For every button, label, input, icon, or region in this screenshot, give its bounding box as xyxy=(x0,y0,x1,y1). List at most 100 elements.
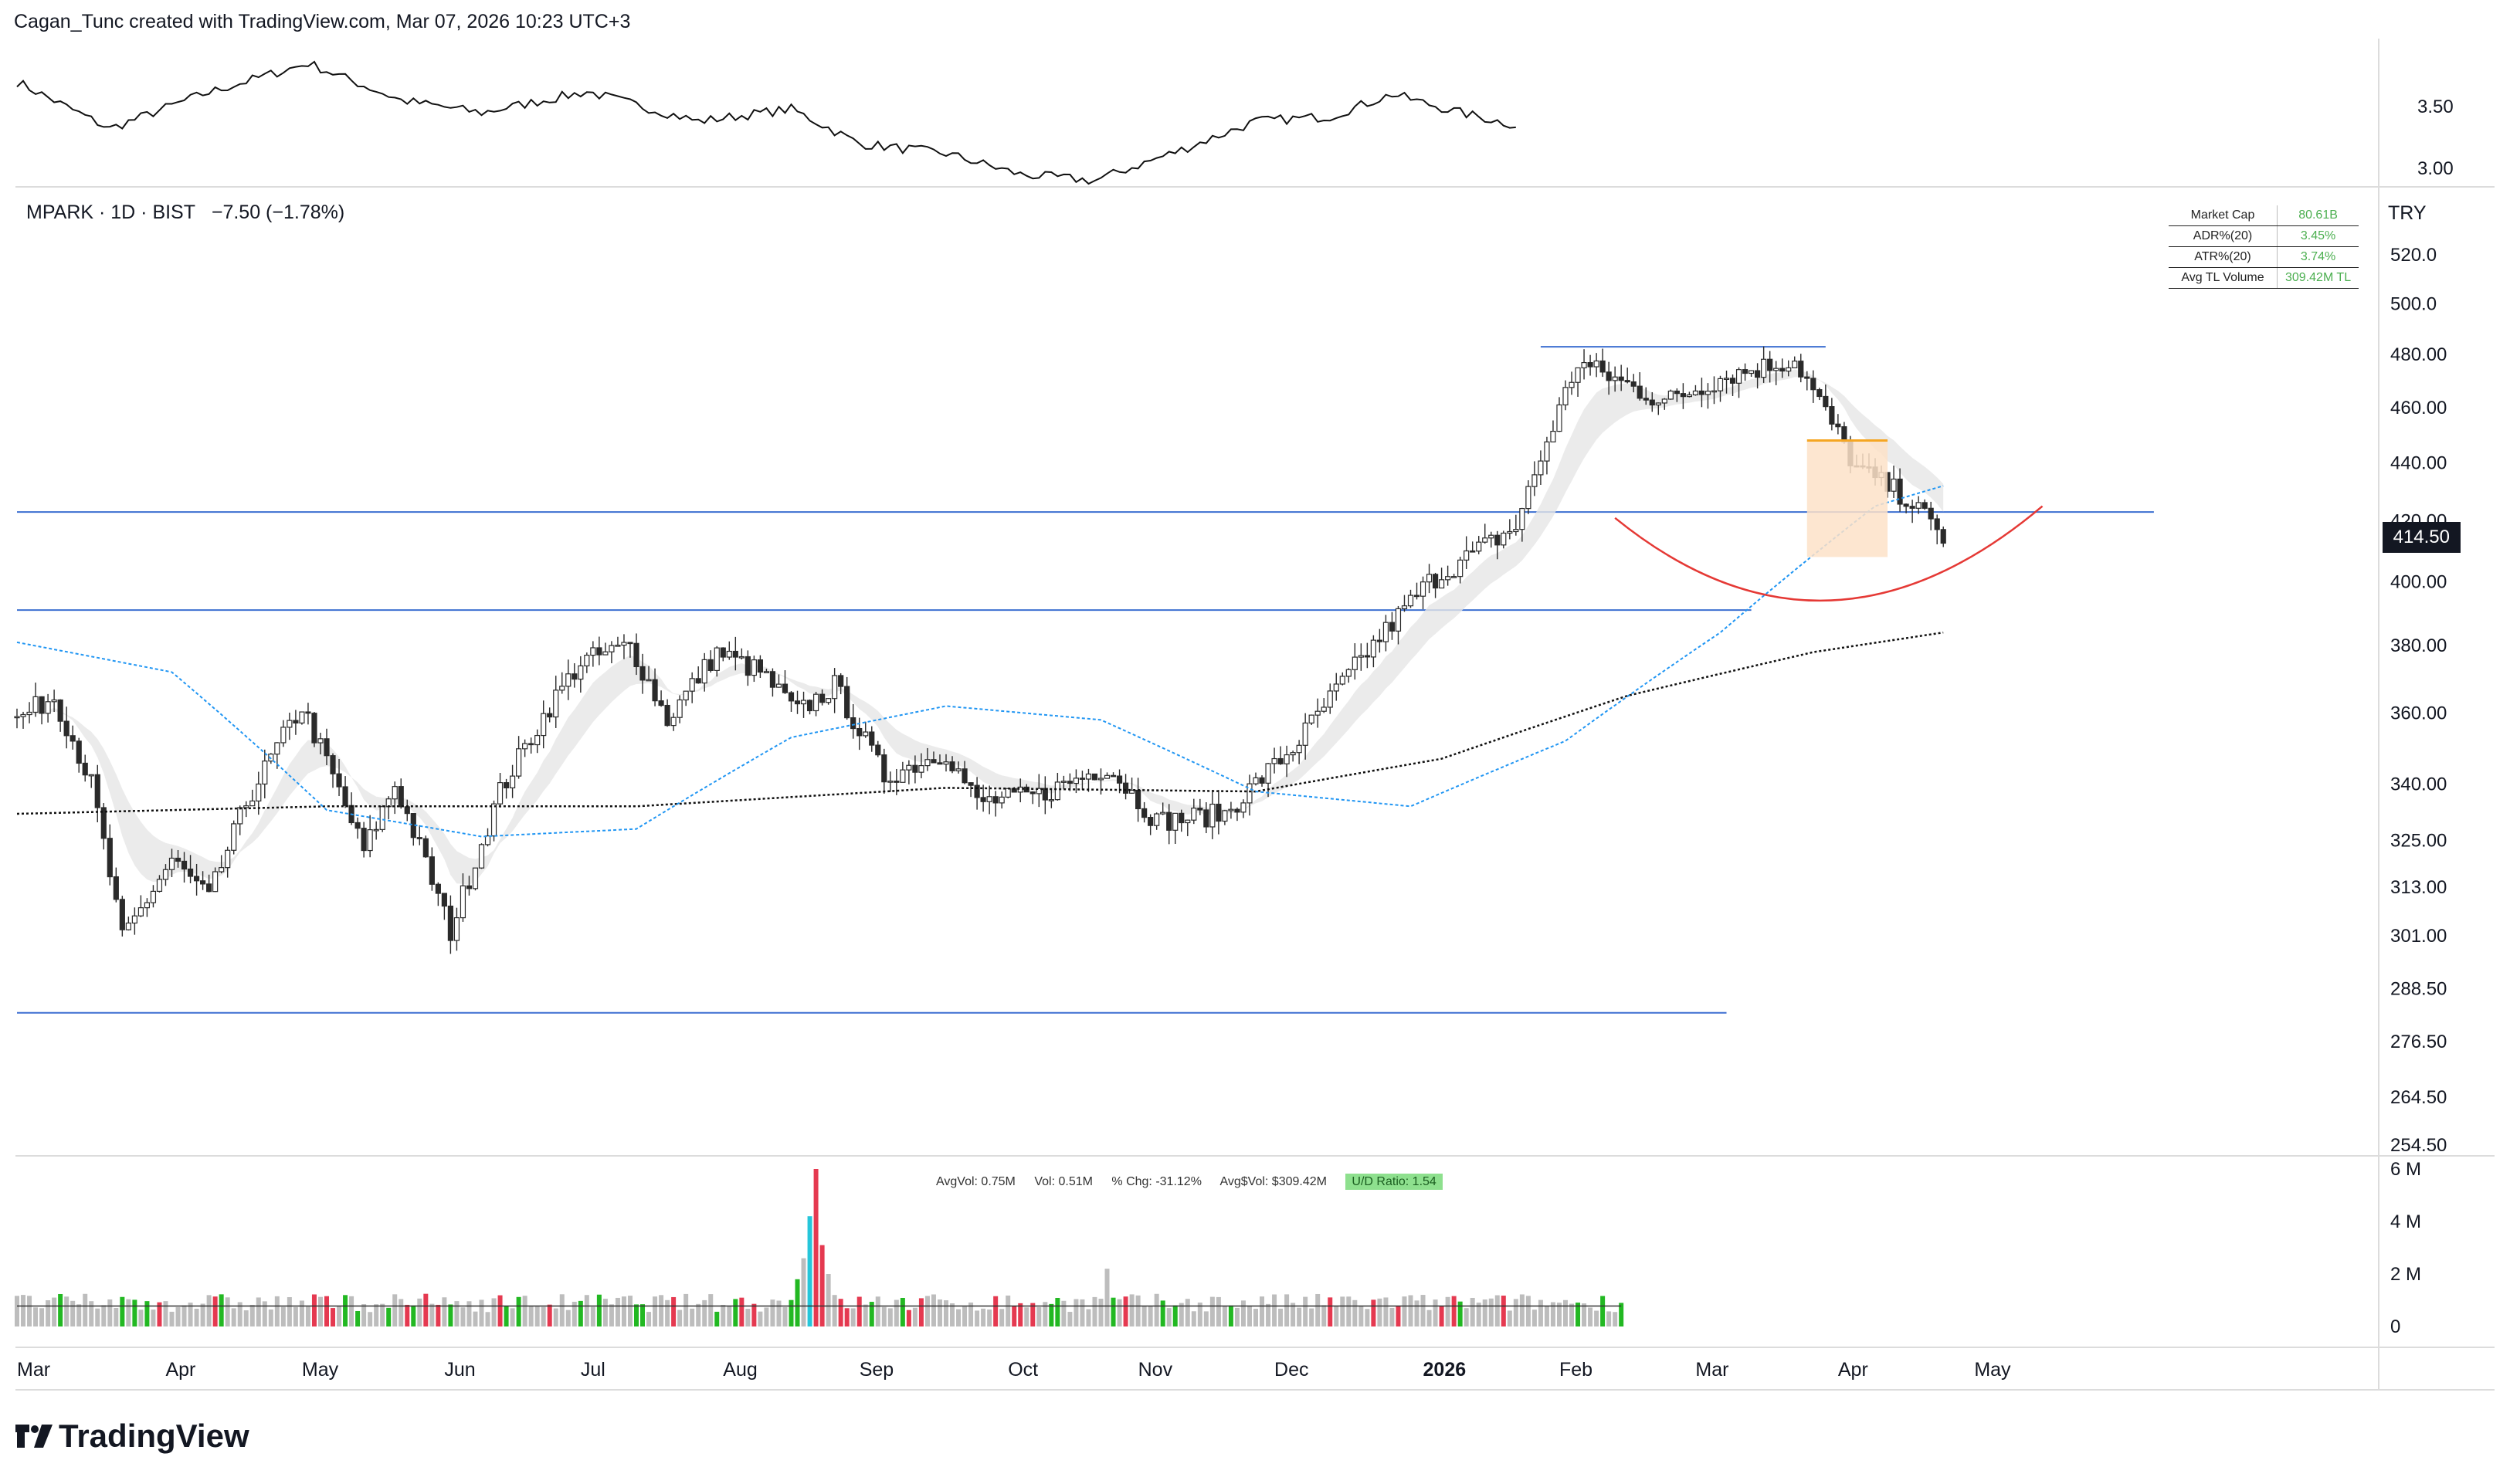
candle-body xyxy=(1531,474,1538,487)
candle-body xyxy=(181,860,188,870)
volume-tick-label: 0 xyxy=(2390,1316,2400,1337)
candle-body xyxy=(1606,371,1612,381)
candle-body xyxy=(1253,777,1259,784)
volume-bar xyxy=(1240,1300,1246,1326)
currency-label[interactable]: TRY xyxy=(2388,202,2427,224)
panel-borders xyxy=(15,39,2495,1391)
volume-bar xyxy=(243,1310,249,1326)
candle-body xyxy=(472,867,479,889)
candle xyxy=(584,652,590,673)
price-tick-label: 325.00 xyxy=(2390,830,2447,851)
candle-body xyxy=(14,716,20,719)
candle-body xyxy=(639,666,646,681)
volume-bar xyxy=(875,1296,880,1326)
volume-bar xyxy=(931,1294,936,1326)
candle xyxy=(1339,672,1345,686)
candle xyxy=(1160,802,1166,815)
candle-body xyxy=(1779,368,1786,372)
candle-body xyxy=(652,679,658,702)
candle xyxy=(1711,376,1718,405)
candle xyxy=(280,720,287,747)
volume-bar xyxy=(1576,1303,1581,1326)
candle-body xyxy=(1247,783,1253,804)
candle-body xyxy=(1686,394,1692,398)
volume-bar xyxy=(206,1295,212,1326)
volume-bar xyxy=(671,1296,677,1326)
candle-body xyxy=(453,916,460,941)
volume-bar xyxy=(1154,1293,1159,1326)
candle xyxy=(1804,371,1810,391)
candle xyxy=(881,748,887,795)
volume-bar xyxy=(1074,1299,1079,1326)
candle-body xyxy=(751,659,757,676)
candle-body xyxy=(1216,803,1222,822)
candle xyxy=(57,699,63,732)
candle xyxy=(1073,769,1080,794)
candle xyxy=(1352,643,1358,680)
x-tick-label: 2026 xyxy=(1423,1359,1467,1381)
candle xyxy=(633,633,639,676)
candle-body xyxy=(379,806,385,830)
candle-body xyxy=(1612,376,1618,381)
candle xyxy=(137,895,144,917)
volume-bar xyxy=(1278,1308,1284,1326)
candle xyxy=(1735,367,1742,398)
volume-bar xyxy=(696,1303,701,1326)
volume-bar xyxy=(225,1297,230,1326)
candle xyxy=(757,655,764,679)
candle-body xyxy=(1717,378,1724,391)
candle xyxy=(1513,514,1519,536)
candle-body xyxy=(107,838,113,878)
volume-bar xyxy=(114,1307,119,1326)
volume-bar xyxy=(287,1297,292,1326)
candle-body xyxy=(1029,791,1036,795)
candle-body xyxy=(1067,781,1074,784)
volume-bar xyxy=(801,1258,806,1326)
volume-bar xyxy=(739,1297,745,1326)
tradingview-logo[interactable]: TradingView xyxy=(15,1418,249,1455)
candle-body xyxy=(1804,376,1810,379)
volume-bar xyxy=(120,1296,125,1326)
candle xyxy=(547,707,553,723)
candle xyxy=(714,645,720,677)
stats-row: Avg TL Volume 309.42M TL xyxy=(2169,267,2359,289)
candle-body xyxy=(219,867,225,872)
candle xyxy=(1457,557,1464,584)
volume-bar xyxy=(559,1294,565,1326)
sma-50-line xyxy=(16,485,1944,838)
candle-body xyxy=(1674,390,1680,395)
candle xyxy=(1122,774,1129,800)
candle xyxy=(999,791,1005,809)
volume-bar xyxy=(894,1299,899,1326)
candle-body xyxy=(1036,788,1042,795)
candle-body xyxy=(1327,690,1333,708)
candle xyxy=(1091,773,1098,781)
candle-body xyxy=(881,754,887,783)
candle xyxy=(1692,385,1699,396)
candle xyxy=(1550,420,1556,442)
candle xyxy=(1618,364,1624,391)
volume-bar xyxy=(764,1307,769,1326)
volume-bar xyxy=(317,1296,323,1326)
volume-tick-label: 4 M xyxy=(2390,1211,2421,1232)
candle-body xyxy=(1104,774,1111,779)
candle-body xyxy=(299,711,305,723)
oscillator-tick-label: 3.00 xyxy=(2417,158,2454,179)
candle-body xyxy=(20,713,26,717)
volume-bar xyxy=(1092,1296,1097,1326)
candle xyxy=(1562,380,1569,411)
price-tick-label: 264.50 xyxy=(2390,1087,2447,1108)
volume-bar xyxy=(368,1312,373,1326)
candle xyxy=(683,690,689,706)
volume-bar xyxy=(175,1306,181,1326)
candle xyxy=(1277,746,1284,765)
volume-bar xyxy=(584,1295,589,1326)
candle-body xyxy=(1284,754,1290,764)
candle xyxy=(516,736,522,779)
candle xyxy=(379,805,385,832)
candle xyxy=(621,634,627,659)
candle-body xyxy=(931,759,937,764)
candle-body xyxy=(863,731,869,737)
candle xyxy=(1308,714,1314,726)
